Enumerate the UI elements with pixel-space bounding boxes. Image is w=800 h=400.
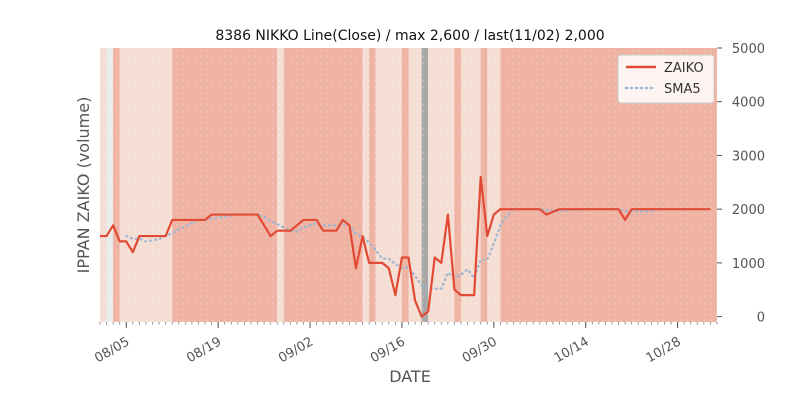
x-axis-label: DATE bbox=[389, 367, 431, 386]
y-tick-label: 4000 bbox=[732, 96, 765, 111]
y-tick-label: 5000 bbox=[732, 42, 765, 57]
plot-area bbox=[100, 48, 717, 322]
legend-label-zaiko: ZAIKO bbox=[664, 61, 704, 76]
legend-label-sma5: SMA5 bbox=[664, 82, 701, 97]
series-line-zaiko bbox=[100, 175, 711, 318]
y-tick-label: 0 bbox=[757, 311, 765, 326]
dot-texture bbox=[100, 48, 717, 322]
y-axis-label: IPPAN ZAIKO (volume) bbox=[74, 97, 93, 274]
y-tick-label: 1000 bbox=[732, 257, 765, 272]
y-tick-label: 2000 bbox=[732, 203, 765, 218]
chart-title: 8386 NIKKO Line(Close) / max 2,600 / las… bbox=[215, 28, 604, 44]
y-tick-label: 3000 bbox=[732, 149, 765, 164]
series-lines bbox=[100, 175, 712, 318]
y-axis-ticks: 0 1000 2000 3000 4000 5000 bbox=[717, 42, 765, 326]
legend: ZAIKO SMA5 bbox=[617, 54, 715, 104]
dot-texture-fill bbox=[100, 48, 717, 322]
